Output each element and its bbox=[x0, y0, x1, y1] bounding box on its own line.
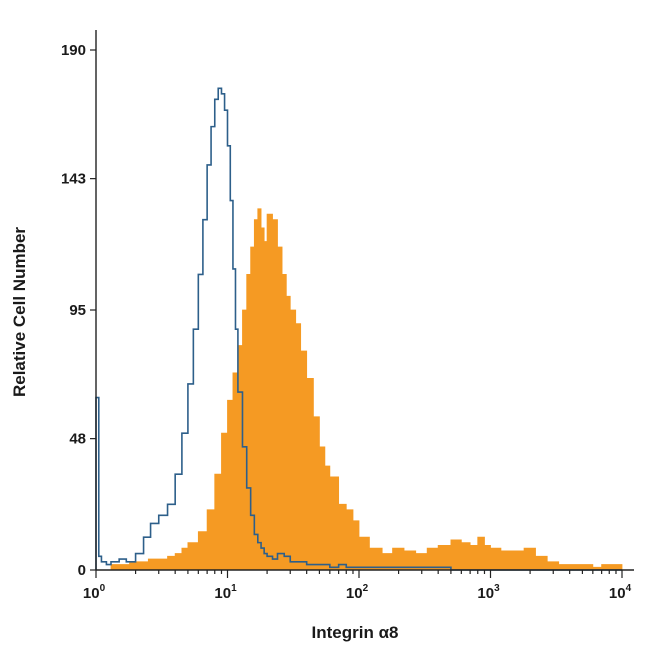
plot-area bbox=[95, 87, 623, 571]
x-tick-label: 102 bbox=[346, 583, 369, 602]
axes bbox=[95, 30, 634, 571]
y-tick-label: 95 bbox=[69, 302, 86, 319]
histogram-outline-series bbox=[95, 87, 622, 571]
y-tick-label: 48 bbox=[69, 431, 86, 448]
y-tick-label: 190 bbox=[61, 42, 86, 59]
x-tick-label: 103 bbox=[477, 583, 500, 602]
x-axis-title: Integrin α8 bbox=[312, 623, 399, 642]
x-tick-label: 104 bbox=[609, 583, 632, 602]
x-tick-label: 101 bbox=[214, 583, 237, 602]
x-tick-label: 100 bbox=[83, 583, 106, 602]
y-ticks: 0 48 95 143 190 bbox=[61, 42, 96, 579]
x-ticks: 100 101 102 103 104 bbox=[83, 570, 632, 602]
y-axis-title: Relative Cell Number bbox=[10, 227, 29, 397]
y-tick-label: 0 bbox=[78, 562, 86, 579]
y-tick-label: 143 bbox=[61, 171, 86, 188]
histogram-filled-series bbox=[110, 208, 623, 571]
